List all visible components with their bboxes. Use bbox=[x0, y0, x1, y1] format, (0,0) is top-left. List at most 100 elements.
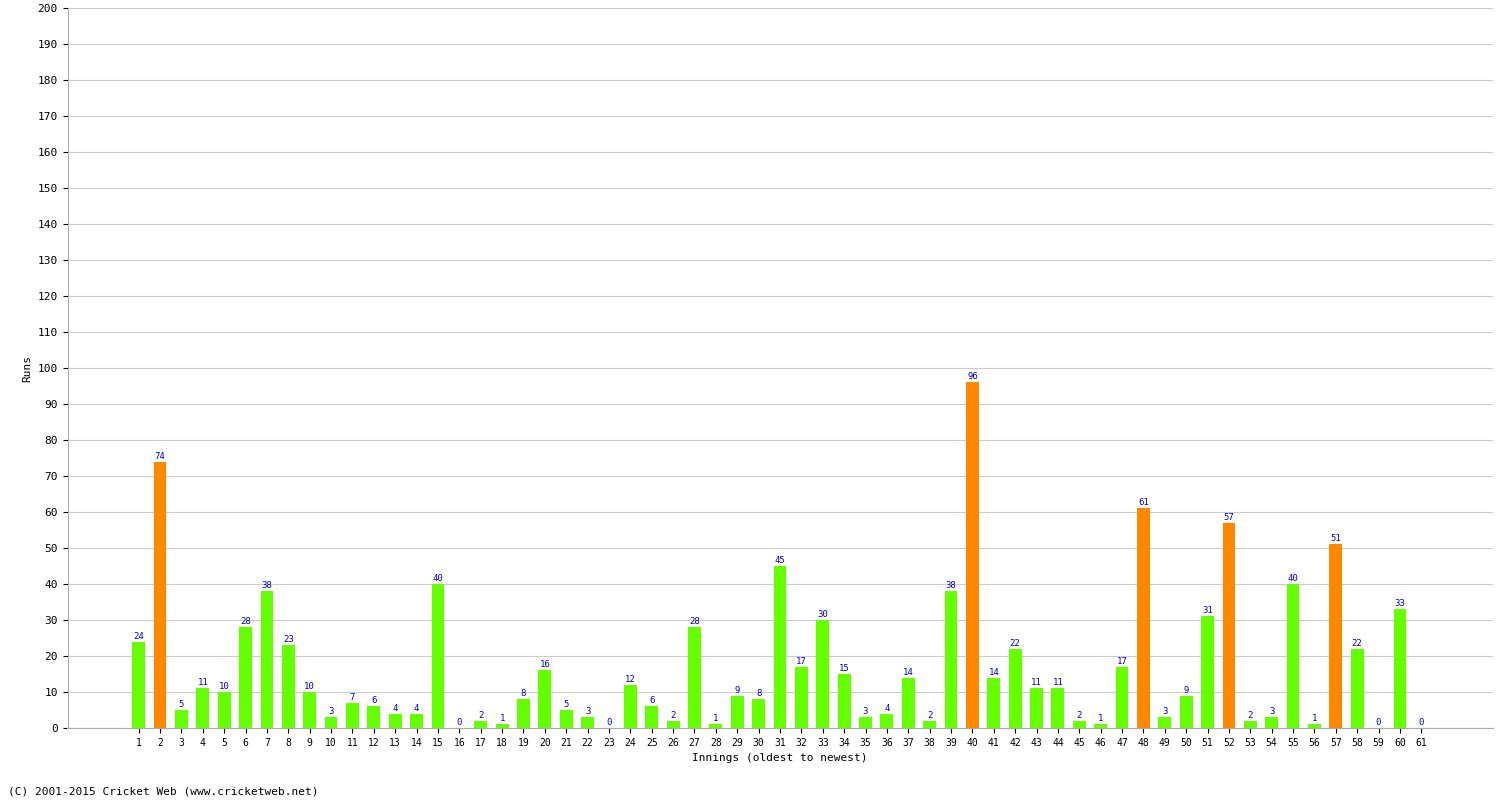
Text: 3: 3 bbox=[1269, 707, 1275, 716]
Bar bbox=[666, 721, 680, 728]
Bar bbox=[966, 382, 980, 728]
Text: 14: 14 bbox=[903, 667, 914, 677]
Bar bbox=[880, 714, 894, 728]
Text: 15: 15 bbox=[839, 664, 849, 673]
Bar bbox=[282, 645, 294, 728]
Text: 3: 3 bbox=[585, 707, 591, 716]
Text: 96: 96 bbox=[968, 372, 978, 382]
Text: 4: 4 bbox=[414, 703, 420, 713]
Bar bbox=[518, 699, 530, 728]
Text: 2: 2 bbox=[1248, 710, 1252, 720]
Bar bbox=[902, 678, 915, 728]
Text: 10: 10 bbox=[219, 682, 230, 691]
Bar bbox=[1287, 584, 1299, 728]
Bar bbox=[1308, 725, 1322, 728]
Y-axis label: Runs: Runs bbox=[22, 354, 32, 382]
Text: 0: 0 bbox=[606, 718, 612, 727]
Text: 51: 51 bbox=[1330, 534, 1341, 543]
Text: 9: 9 bbox=[1184, 686, 1190, 694]
Bar bbox=[495, 725, 508, 728]
Bar bbox=[752, 699, 765, 728]
Bar bbox=[580, 718, 594, 728]
Text: 8: 8 bbox=[756, 689, 762, 698]
Text: 22: 22 bbox=[1010, 638, 1020, 648]
Bar bbox=[1072, 721, 1086, 728]
Bar bbox=[1116, 667, 1128, 728]
Bar bbox=[1222, 523, 1236, 728]
Bar bbox=[624, 685, 638, 728]
Bar bbox=[945, 591, 957, 728]
Bar bbox=[346, 703, 358, 728]
Text: 2: 2 bbox=[927, 710, 933, 720]
Text: 74: 74 bbox=[154, 451, 165, 461]
Bar bbox=[303, 692, 316, 728]
Bar bbox=[238, 627, 252, 728]
Text: 28: 28 bbox=[688, 617, 700, 626]
Text: 5: 5 bbox=[564, 700, 568, 709]
Text: 3: 3 bbox=[862, 707, 868, 716]
Bar bbox=[538, 670, 552, 728]
Bar bbox=[1094, 725, 1107, 728]
Bar bbox=[688, 627, 700, 728]
Text: 10: 10 bbox=[304, 682, 315, 691]
Text: 61: 61 bbox=[1138, 498, 1149, 507]
Bar bbox=[1394, 610, 1407, 728]
Bar bbox=[410, 714, 423, 728]
Bar bbox=[645, 706, 658, 728]
Text: 22: 22 bbox=[1352, 638, 1362, 648]
Text: 11: 11 bbox=[198, 678, 208, 687]
Text: 30: 30 bbox=[818, 610, 828, 619]
Bar bbox=[474, 721, 488, 728]
Text: 0: 0 bbox=[1376, 718, 1382, 727]
Bar bbox=[153, 462, 166, 728]
Text: 2: 2 bbox=[1077, 710, 1082, 720]
Bar bbox=[217, 692, 231, 728]
Text: 6: 6 bbox=[370, 696, 376, 706]
Text: 40: 40 bbox=[432, 574, 444, 583]
Bar bbox=[795, 667, 808, 728]
Bar bbox=[859, 718, 871, 728]
Bar bbox=[560, 710, 573, 728]
Text: 11: 11 bbox=[1030, 678, 1042, 687]
Text: 23: 23 bbox=[284, 635, 294, 644]
Bar bbox=[132, 642, 146, 728]
Bar bbox=[1008, 649, 1022, 728]
Bar bbox=[176, 710, 188, 728]
Text: 28: 28 bbox=[240, 617, 250, 626]
Text: 1: 1 bbox=[1098, 714, 1104, 723]
Text: 0: 0 bbox=[456, 718, 462, 727]
Bar bbox=[196, 688, 208, 728]
Text: 2: 2 bbox=[478, 710, 483, 720]
Text: 38: 38 bbox=[261, 581, 273, 590]
Text: 38: 38 bbox=[945, 581, 957, 590]
Text: 0: 0 bbox=[1419, 718, 1424, 727]
Text: 3: 3 bbox=[1162, 707, 1167, 716]
Text: 6: 6 bbox=[650, 696, 654, 706]
Text: 1: 1 bbox=[500, 714, 506, 723]
Text: 33: 33 bbox=[1395, 599, 1406, 608]
Text: 4: 4 bbox=[884, 703, 890, 713]
Bar bbox=[1180, 696, 1192, 728]
Text: 17: 17 bbox=[796, 657, 807, 666]
Bar bbox=[1352, 649, 1364, 728]
Bar bbox=[1137, 509, 1150, 728]
Bar bbox=[816, 620, 830, 728]
Text: 16: 16 bbox=[540, 660, 550, 670]
Text: 31: 31 bbox=[1202, 606, 1214, 615]
Bar bbox=[1030, 688, 1042, 728]
Text: 2: 2 bbox=[670, 710, 676, 720]
Bar bbox=[1329, 545, 1342, 728]
X-axis label: Innings (oldest to newest): Innings (oldest to newest) bbox=[692, 754, 867, 763]
Text: 45: 45 bbox=[774, 556, 786, 565]
Text: 12: 12 bbox=[626, 674, 636, 684]
Bar bbox=[710, 725, 723, 728]
Bar bbox=[730, 696, 744, 728]
Text: 11: 11 bbox=[1053, 678, 1064, 687]
Bar bbox=[1052, 688, 1065, 728]
Text: 1: 1 bbox=[1311, 714, 1317, 723]
Bar bbox=[368, 706, 380, 728]
Bar bbox=[261, 591, 273, 728]
Bar bbox=[1202, 617, 1214, 728]
Text: 8: 8 bbox=[520, 689, 526, 698]
Text: 5: 5 bbox=[178, 700, 184, 709]
